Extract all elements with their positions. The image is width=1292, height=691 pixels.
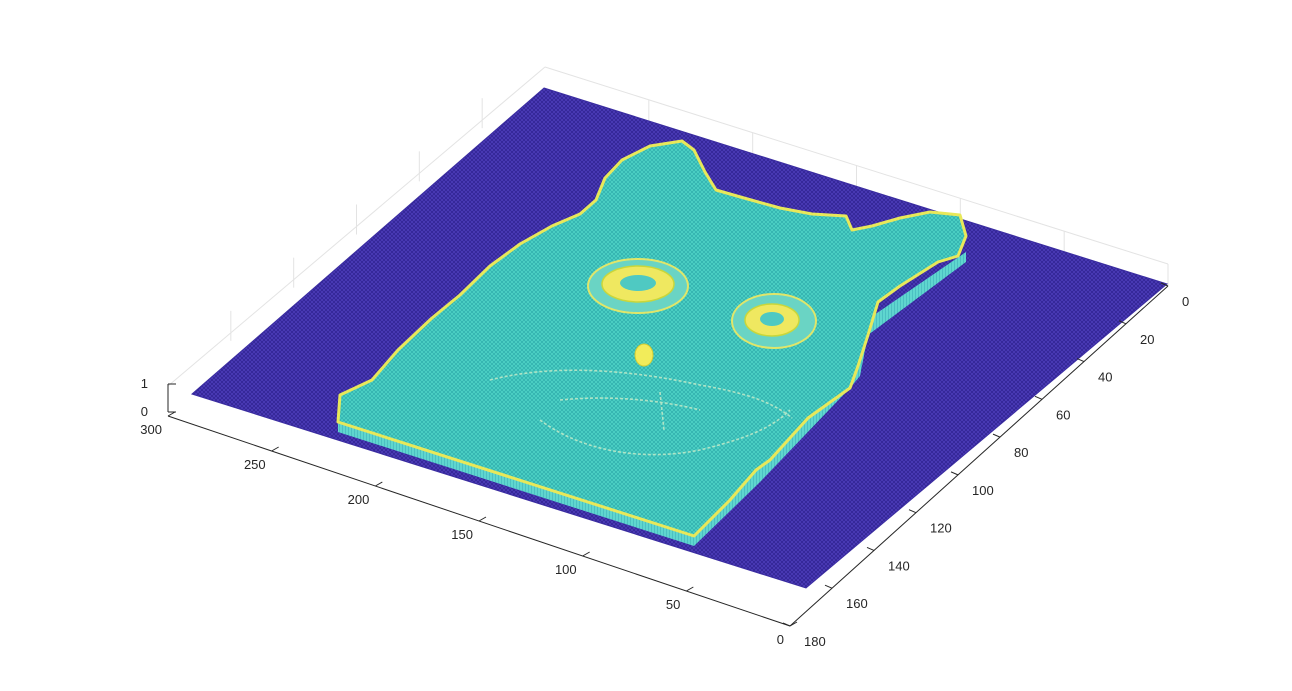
y-tick-150 <box>478 516 487 522</box>
y-tick-label-200: 200 <box>348 492 370 507</box>
y-tick-100 <box>582 551 590 557</box>
x-tick-label-0: 0 <box>1182 294 1189 309</box>
x-tick-80 <box>992 433 1001 438</box>
z-tick-label-1: 1 <box>141 376 148 391</box>
nose-ridge <box>634 343 654 367</box>
x-tick-120 <box>908 509 917 514</box>
x-tick-160 <box>824 584 833 589</box>
face-outline-ridges <box>489 369 793 456</box>
plateau-front-wall <box>338 422 694 546</box>
x-tick-100 <box>950 471 959 476</box>
y-tick-300 <box>167 411 176 417</box>
x-tick-0 <box>1160 282 1169 287</box>
axes: 0 50 100 150 200 250 300 0 20 40 60 80 100 120 140 160 1… <box>140 282 1189 649</box>
x-tick-label-60: 60 <box>1056 407 1070 422</box>
left-eye-ridge <box>587 258 689 314</box>
y-tick-50 <box>686 586 694 592</box>
z-tick-label-0: 0 <box>141 404 148 419</box>
y-tick-label-100: 100 <box>555 562 577 577</box>
axes-grid <box>167 66 1169 387</box>
x-tick-label-160: 160 <box>846 596 868 611</box>
y-tick-label-0: 0 <box>777 632 784 647</box>
x-tick-label-20: 20 <box>1140 332 1154 347</box>
y-tick-200 <box>375 481 383 487</box>
x-tick-40 <box>1076 358 1085 363</box>
right-eye-ridge <box>731 293 817 349</box>
y-tick-label-150: 150 <box>451 527 473 542</box>
x-tick-20 <box>1118 320 1127 325</box>
x-tick-label-80: 80 <box>1014 445 1028 460</box>
x-tick-label-100: 100 <box>972 483 994 498</box>
y-tick-250 <box>271 446 279 452</box>
x-axis-line <box>789 285 1169 627</box>
x-tick-140 <box>866 546 875 551</box>
surface-mesh <box>190 87 1169 589</box>
y-tick-label-300: 300 <box>140 422 162 437</box>
x-tick-label-40: 40 <box>1098 370 1112 385</box>
y-tick-label-50: 50 <box>666 597 680 612</box>
x-tick-label-180: 180 <box>804 634 826 649</box>
cat-plateau <box>336 139 968 538</box>
x-tick-label-140: 140 <box>888 558 910 573</box>
x-tick-60 <box>1034 395 1043 400</box>
x-tick-180 <box>782 622 791 627</box>
x-tick-label-120: 120 <box>930 521 952 536</box>
y-tick-label-250: 250 <box>244 457 266 472</box>
